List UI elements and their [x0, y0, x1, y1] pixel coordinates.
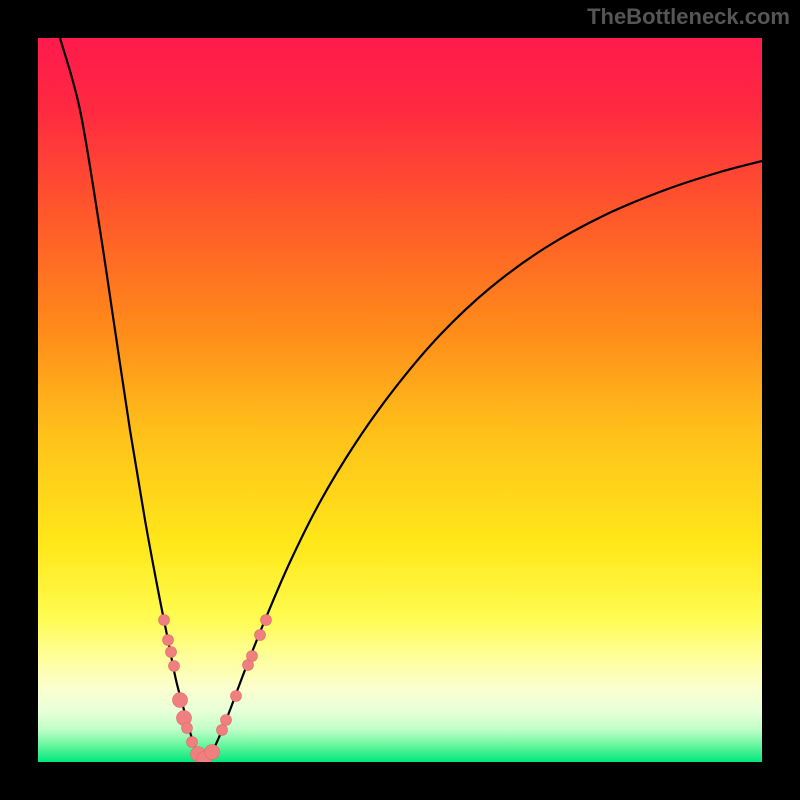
watermark-text: TheBottleneck.com	[587, 4, 790, 30]
data-marker	[182, 723, 193, 734]
data-marker	[255, 630, 266, 641]
data-marker	[166, 647, 177, 658]
data-marker	[187, 737, 198, 748]
data-marker	[231, 691, 242, 702]
data-marker	[173, 693, 188, 708]
data-marker	[159, 615, 170, 626]
data-marker	[217, 725, 228, 736]
data-marker	[205, 745, 220, 760]
chart-container: { "watermark": "TheBottleneck.com", "cha…	[0, 0, 800, 800]
data-marker	[221, 715, 232, 726]
data-marker	[169, 661, 180, 672]
plot-background	[38, 38, 762, 762]
data-marker	[163, 635, 174, 646]
data-marker	[247, 651, 258, 662]
chart-svg	[0, 0, 800, 800]
data-marker	[261, 615, 272, 626]
